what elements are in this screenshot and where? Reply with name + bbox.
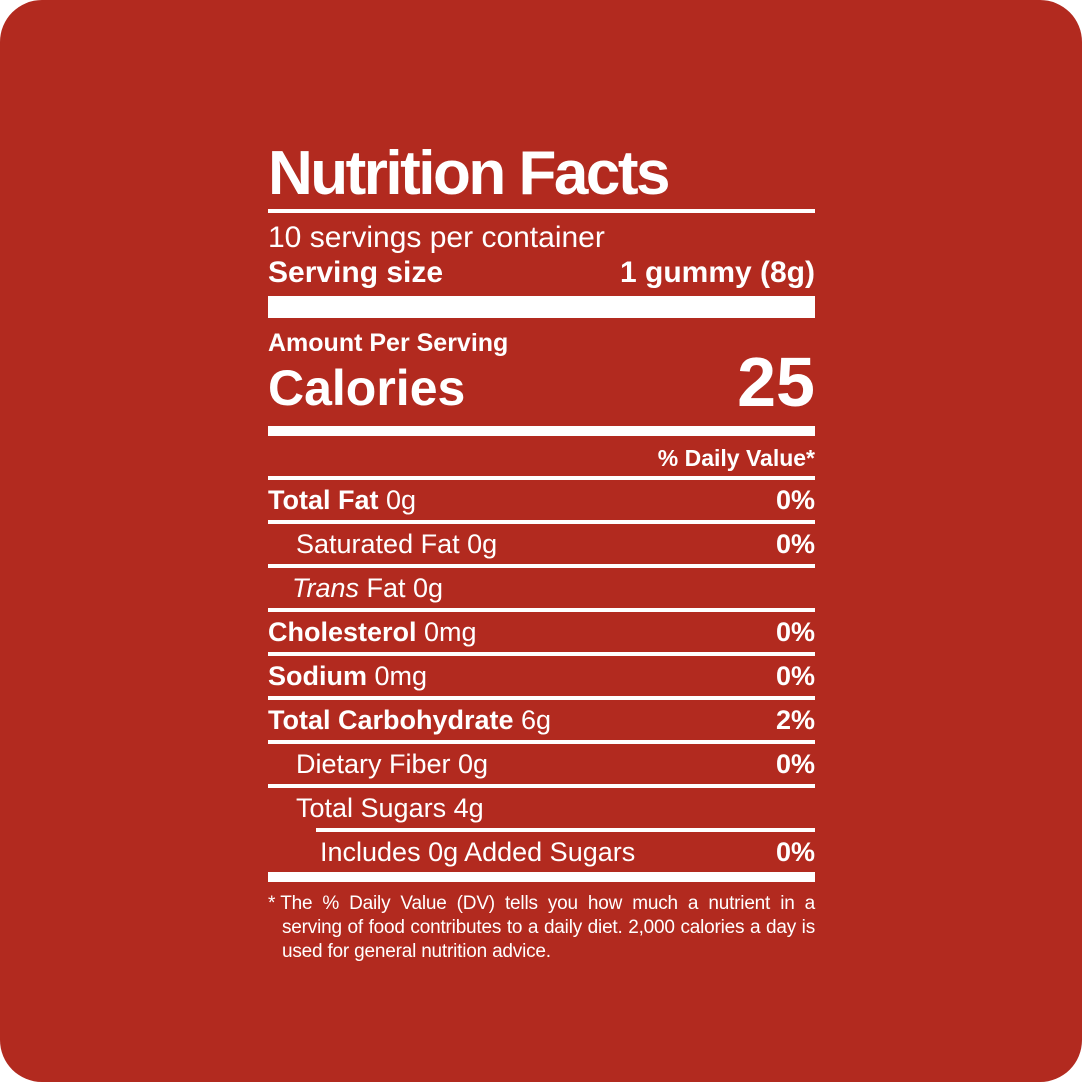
nutrient-row-trans-fat: Trans Fat 0g — [268, 564, 815, 608]
thick-divider — [268, 296, 815, 319]
label-title: Nutrition Facts — [268, 139, 670, 208]
daily-value: 0% — [775, 661, 815, 692]
nutrient-name: Sodium 0mg — [268, 661, 428, 692]
nutrient-row-sodium: Sodium 0mg 0% — [268, 652, 815, 696]
footnote: * The % Daily Value (DV) tells you how mu… — [268, 892, 815, 964]
daily-value-header: % Daily Value* — [657, 445, 815, 472]
indented-divider — [316, 828, 815, 833]
nutrient-row-saturated-fat: Saturated Fat 0g 0% — [268, 520, 815, 564]
calories-value: 25 — [737, 343, 815, 422]
nutrient-name: Total Fat 0g — [268, 485, 417, 516]
nutrient-name: Total Carbohydrate 6g — [268, 705, 552, 736]
nutrient-row-cholesterol: Cholesterol 0mg 0% — [268, 608, 815, 652]
daily-value: 2% — [775, 705, 815, 736]
calories-label: Calories — [268, 360, 466, 417]
daily-value: 0% — [775, 485, 815, 516]
nutrient-name: Includes 0g Added Sugars — [320, 837, 636, 868]
serving-size-label: Serving size — [268, 256, 444, 290]
nutrient-name: Trans Fat 0g — [292, 573, 444, 604]
nutrient-row-total-sugars: Total Sugars 4g — [268, 784, 815, 828]
nutrient-row-total-carbohydrate: Total Carbohydrate 6g 2% — [268, 696, 815, 740]
daily-value: 0% — [775, 749, 815, 780]
nutrient-name: Total Sugars 4g — [296, 793, 484, 824]
nutrient-row-dietary-fiber: Dietary Fiber 0g 0% — [268, 740, 815, 784]
nutrient-name: Saturated Fat 0g — [296, 529, 498, 560]
daily-value: 0% — [775, 617, 815, 648]
amount-per-serving-label: Amount Per Serving — [268, 329, 509, 358]
servings-per-container: 10 servings per container — [268, 221, 605, 255]
calories-row: Calories 25 — [268, 347, 815, 417]
footnote-divider — [268, 872, 815, 883]
nutrient-row-added-sugars: Includes 0g Added Sugars 0% — [268, 832, 815, 872]
serving-size-row: Serving size 1 gummy (8g) — [268, 255, 815, 291]
nutrient-row-total-fat: Total Fat 0g 0% — [268, 476, 815, 520]
serving-size-value: 1 gummy (8g) — [619, 256, 815, 290]
nutrition-facts-label: Nutrition Facts 10 servings per containe… — [268, 142, 815, 964]
nutrient-name: Cholesterol 0mg — [268, 617, 477, 648]
daily-value: 0% — [775, 529, 815, 560]
footnote-text: The % Daily Value (DV) tells you how muc… — [280, 893, 815, 963]
daily-value: 0% — [775, 837, 815, 868]
calories-divider — [268, 426, 815, 437]
title-divider — [268, 209, 815, 214]
nutrient-name: Dietary Fiber 0g — [296, 749, 489, 780]
footnote-asterisk: * — [268, 893, 276, 915]
